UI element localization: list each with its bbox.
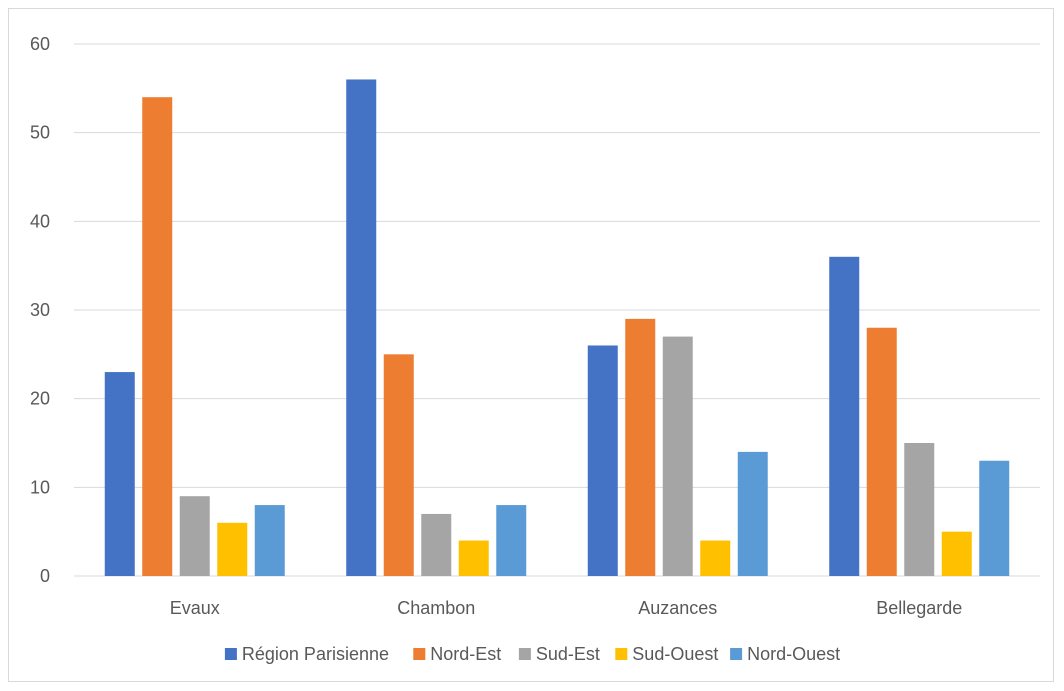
bar-nord-est-evaux: [142, 97, 173, 576]
bar-nord-est-chambon: [383, 354, 414, 576]
legend-label: Région Parisienne: [242, 644, 389, 664]
x-tick-label: Bellegarde: [876, 598, 962, 618]
bar-sud-est-auzances: [662, 336, 693, 576]
bar-sud-est-chambon: [421, 513, 452, 576]
bar-nord-ouest-chambon: [496, 505, 527, 576]
bar-sud-ouest-chambon: [458, 540, 489, 576]
legend-item: Région Parisienne: [224, 644, 389, 664]
x-tick-label: Evaux: [170, 598, 220, 618]
legend-item: Nord-Ouest: [730, 644, 840, 664]
bar-r-gion-parisienne-chambon: [346, 79, 377, 576]
x-axis-ticks: Evaux Chambon Auzances Bellegarde: [170, 598, 963, 618]
bar-sud-est-evaux: [179, 496, 210, 576]
x-tick-label: Chambon: [397, 598, 475, 618]
legend-swatch: [615, 648, 628, 660]
y-tick-label: 50: [30, 123, 50, 143]
legend-item: Sud-Est: [518, 644, 600, 664]
y-tick-label: 10: [30, 477, 50, 497]
bar-sud-ouest-evaux: [217, 522, 248, 576]
bar-sud-est-bellegarde: [904, 443, 935, 576]
y-tick-label: 20: [30, 389, 50, 409]
bar-r-gion-parisienne-bellegarde: [829, 256, 860, 576]
y-tick-label: 40: [30, 211, 50, 231]
legend-label: Sud-Ouest: [632, 644, 718, 664]
legend-swatch: [413, 648, 426, 660]
bar-nord-ouest-bellegarde: [979, 460, 1010, 576]
y-axis-ticks: 0 10 20 30 40 50 60: [30, 34, 50, 586]
legend-item: Sud-Ouest: [615, 644, 718, 664]
y-tick-label: 0: [40, 566, 50, 586]
legend-swatch: [518, 648, 531, 660]
bar-sud-ouest-auzances: [700, 540, 731, 576]
bar-nord-est-bellegarde: [866, 327, 897, 576]
bar-sud-ouest-bellegarde: [941, 531, 972, 576]
legend-label: Sud-Est: [536, 644, 600, 664]
bar-nord-ouest-evaux: [254, 505, 285, 576]
bar-nord-est-auzances: [625, 318, 656, 576]
bar-r-gion-parisienne-evaux: [104, 372, 135, 576]
bar-nord-ouest-auzances: [737, 451, 768, 576]
legend-label: Nord-Est: [430, 644, 501, 664]
x-tick-label: Auzances: [638, 598, 717, 618]
y-tick-label: 30: [30, 300, 50, 320]
bars: [104, 79, 1010, 576]
legend-label: Nord-Ouest: [747, 644, 840, 664]
legend-swatch: [730, 648, 743, 660]
y-tick-label: 60: [30, 34, 50, 54]
bar-r-gion-parisienne-auzances: [587, 345, 618, 576]
legend-item: Nord-Est: [413, 644, 501, 664]
legend-swatch: [224, 648, 237, 660]
legend: Région Parisienne Nord-Est Sud-Est Sud-Oues…: [224, 644, 840, 664]
